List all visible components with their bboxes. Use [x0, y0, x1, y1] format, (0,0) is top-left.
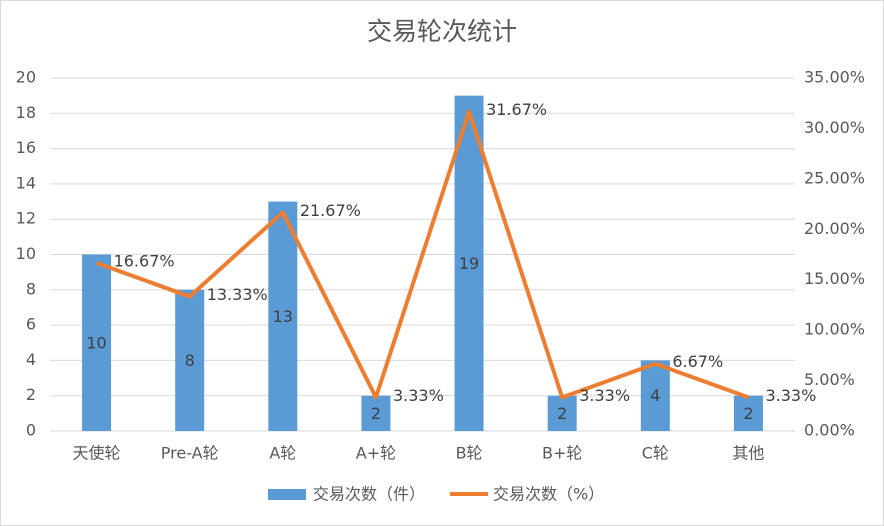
x-tick-label: Pre-A轮	[161, 444, 219, 463]
x-tick-label: B轮	[456, 444, 483, 463]
x-tick-label: 天使轮	[73, 444, 121, 463]
y-tick-label: 4	[26, 350, 36, 369]
legend-label: 交易次数（%）	[493, 485, 604, 504]
y-tick-label: 8	[26, 279, 36, 298]
x-tick-label: A轮	[269, 444, 296, 463]
y-tick-label: 16	[16, 138, 36, 157]
x-tick-label: A+轮	[356, 444, 396, 463]
y-tick-label: 18	[16, 103, 36, 122]
y-tick-label: 20	[16, 68, 36, 87]
legend-label: 交易次数（件）	[313, 485, 425, 504]
data-label: 6.67%	[672, 352, 723, 371]
data-label: 4	[650, 386, 660, 405]
bar	[454, 95, 484, 432]
data-label: 8	[185, 351, 195, 370]
x-tick-label: 其他	[732, 444, 764, 463]
y2-tick-label: 10.00%	[804, 320, 865, 339]
line	[95, 109, 750, 400]
data-label: 16.67%	[114, 251, 175, 270]
data-label: 2	[557, 404, 567, 423]
y-tick-label: 14	[16, 173, 36, 192]
y-tick-label: 6	[26, 315, 36, 334]
data-label: 2	[371, 404, 381, 423]
data-label: 3.33%	[579, 386, 630, 405]
y-tick-label: 10	[16, 244, 36, 263]
y2-tick-label: 30.00%	[804, 118, 865, 137]
bar	[175, 289, 205, 431]
bar	[640, 360, 670, 431]
y2-tick-label: 5.00%	[804, 370, 855, 389]
y2-tick-label: 20.00%	[804, 219, 865, 238]
legend-swatch	[268, 489, 306, 500]
data-label: 13	[273, 307, 293, 326]
y-tick-label: 0	[26, 421, 36, 440]
y-tick-label: 2	[26, 385, 36, 404]
data-label: 3.33%	[765, 386, 816, 405]
y2-tick-label: 15.00%	[804, 269, 865, 288]
y2-tick-label: 25.00%	[804, 168, 865, 187]
x-tick-label: C轮	[642, 444, 669, 463]
bar	[82, 254, 112, 431]
data-label: 3.33%	[393, 386, 444, 405]
data-label: 31.67%	[486, 100, 547, 119]
bar	[361, 395, 391, 431]
data-label: 10	[86, 333, 106, 352]
bar	[268, 201, 298, 431]
y2-tick-label: 0.00%	[804, 421, 855, 440]
bar	[733, 395, 763, 431]
chart-title: 交易轮次统计	[367, 17, 517, 46]
y2-tick-label: 35.00%	[804, 68, 865, 87]
bar	[547, 395, 577, 431]
x-tick-label: B+轮	[542, 444, 582, 463]
y-tick-label: 12	[16, 209, 36, 228]
data-label: 2	[743, 404, 753, 423]
data-label: 19	[459, 254, 479, 273]
data-label: 21.67%	[300, 201, 361, 220]
data-label: 13.33%	[207, 285, 268, 304]
